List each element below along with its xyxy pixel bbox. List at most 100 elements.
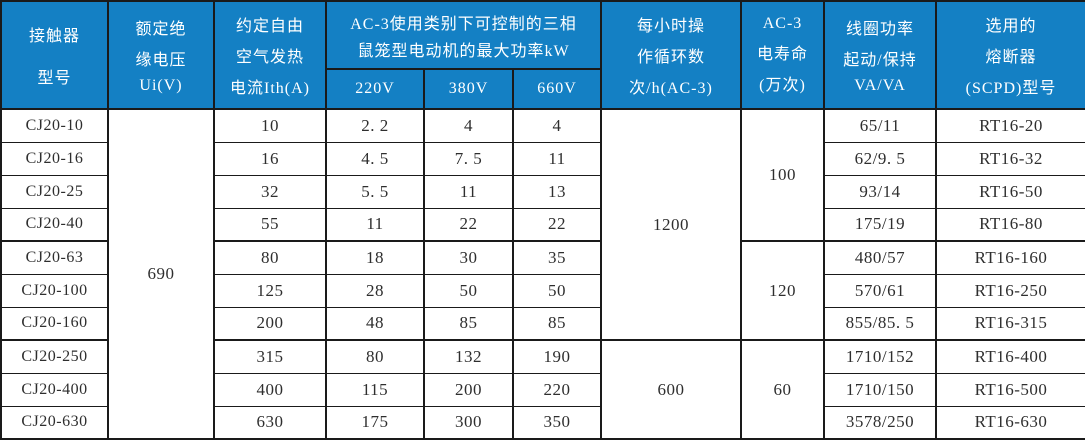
cell-model: CJ20-630 xyxy=(0,405,109,440)
header-insulation-line: 缘电压 xyxy=(135,52,187,69)
header-coil-line: VA/VA xyxy=(854,77,906,94)
cell-kw-220v: 5. 5 xyxy=(325,174,425,209)
table-row-cj20-40: CJ20-40 55 11 22 22 175/19 RT16-80 xyxy=(0,207,1085,242)
cell-model: CJ20-16 xyxy=(0,141,109,176)
header-cycles-line: 每小时操 xyxy=(636,18,705,35)
cell-coil-power: 855/85. 5 xyxy=(823,306,937,341)
cell-fuse-model: RT16-80 xyxy=(935,207,1085,242)
cell-coil-power: 65/11 xyxy=(823,108,937,143)
cell-model: CJ20-250 xyxy=(0,339,109,374)
header-thermal-line: 电流Ith(A) xyxy=(230,80,310,97)
cell-thermal-current: 32 xyxy=(213,174,327,209)
cell-kw-220v: 115 xyxy=(325,372,425,407)
cell-kw-220v: 2. 2 xyxy=(325,108,425,143)
cell-kw-380v: 85 xyxy=(423,306,514,341)
table-row-cj20-250: CJ20-250 315 80 132 190 600 60 1710/152 … xyxy=(0,339,1085,440)
cell-cycles-per-hour: 1200 xyxy=(600,108,742,341)
cell-fuse-model: RT16-250 xyxy=(935,273,1085,308)
header-ac3-power-group: AC-3使用类别下可控制的三相 鼠笼型电动机的最大功率kW xyxy=(325,0,602,70)
cell-fuse-model: RT16-500 xyxy=(935,372,1085,407)
cell-coil-power: 1710/152 xyxy=(823,339,937,374)
cell-coil-power: 175/19 xyxy=(823,207,937,242)
table-row-cj20-630: CJ20-630 630 175 300 350 3578/250 RT16-6… xyxy=(0,405,1085,440)
cell-thermal-current: 125 xyxy=(213,273,327,308)
cell-kw-380v: 4 xyxy=(423,108,514,143)
cell-thermal-current: 200 xyxy=(213,306,327,341)
cell-kw-220v: 48 xyxy=(325,306,425,341)
cell-kw-220v: 80 xyxy=(325,339,425,374)
header-fuse-line: (SCPD)型号 xyxy=(965,80,1057,97)
header-thermal-current: 约定自由 空气发热 电流Ith(A) xyxy=(213,0,327,110)
header-coil-line: 线圈功率 xyxy=(845,21,914,38)
cell-model: CJ20-63 xyxy=(0,240,109,275)
header-voltage-660v: 660V xyxy=(512,68,602,110)
cell-kw-220v: 175 xyxy=(325,405,425,440)
cell-model: CJ20-10 xyxy=(0,108,109,143)
cell-coil-power: 62/9. 5 xyxy=(823,141,937,176)
header-insulation-voltage: 额定绝 缘电压 Ui(V) xyxy=(107,0,215,110)
cell-fuse-model: RT16-20 xyxy=(935,108,1085,143)
cell-thermal-current: 80 xyxy=(213,240,327,275)
cell-coil-power: 570/61 xyxy=(823,273,937,308)
header-cycles-line: 作循环数 xyxy=(636,49,705,66)
cell-kw-660v: 190 xyxy=(512,339,602,374)
header-voltage-380v: 380V xyxy=(423,68,514,110)
cell-fuse-model: RT16-400 xyxy=(935,339,1085,374)
cell-kw-660v: 13 xyxy=(512,174,602,209)
table-row-cj20-16: CJ20-16 16 4. 5 7. 5 11 62/9. 5 RT16-32 xyxy=(0,141,1085,176)
cell-kw-220v: 28 xyxy=(325,273,425,308)
cell-fuse-model: RT16-160 xyxy=(935,240,1085,275)
cell-kw-660v: 50 xyxy=(512,273,602,308)
header-ac3-group-line: AC-3使用类别下可控制的三相 xyxy=(350,15,577,33)
header-fuse-line: 熔断器 xyxy=(985,49,1037,66)
cell-kw-660v: 4 xyxy=(512,108,602,143)
header-cycles-line: 次/h(AC-3) xyxy=(629,80,713,97)
cell-fuse-model: RT16-50 xyxy=(935,174,1085,209)
cell-thermal-current: 400 xyxy=(213,372,327,407)
header-cycles-per-hour: 每小时操 作循环数 次/h(AC-3) xyxy=(600,0,742,110)
cell-model: CJ20-160 xyxy=(0,306,109,341)
cell-kw-220v: 4. 5 xyxy=(325,141,425,176)
cell-thermal-current: 55 xyxy=(213,207,327,242)
cell-kw-660v: 11 xyxy=(512,141,602,176)
cell-electrical-life: 100 xyxy=(740,108,825,242)
table-row-cj20-25: CJ20-25 32 5. 5 11 13 93/14 RT16-50 xyxy=(0,174,1085,209)
header-life-line: AC-3 xyxy=(762,15,803,32)
cell-electrical-life: 60 xyxy=(740,339,825,440)
header-coil-line: 起动/保持 xyxy=(843,52,917,69)
cell-thermal-current: 630 xyxy=(213,405,327,440)
header-voltage-220v: 220V xyxy=(325,68,425,110)
header-thermal-line: 约定自由 xyxy=(235,18,304,35)
cell-kw-660v: 85 xyxy=(512,306,602,341)
cell-fuse-model: RT16-630 xyxy=(935,405,1085,440)
cell-coil-power: 93/14 xyxy=(823,174,937,209)
header-insulation-line: 额定绝 xyxy=(135,21,187,38)
table-row-cj20-160: CJ20-160 200 48 85 85 855/85. 5 RT16-315 xyxy=(0,306,1085,341)
cell-coil-power: 1710/150 xyxy=(823,372,937,407)
table-row-cj20-63: CJ20-63 80 18 30 35 120 480/57 RT16-160 xyxy=(0,240,1085,341)
table-row-cj20-10: CJ20-10 690 10 2. 2 4 4 1200 100 65/11 R… xyxy=(0,108,1085,440)
table-row-cj20-400: CJ20-400 400 115 200 220 1710/150 RT16-5… xyxy=(0,372,1085,407)
cell-fuse-model: RT16-315 xyxy=(935,306,1085,341)
header-model-line: 型号 xyxy=(37,70,72,87)
cell-kw-220v: 11 xyxy=(325,207,425,242)
cell-model: CJ20-100 xyxy=(0,273,109,308)
cell-kw-380v: 22 xyxy=(423,207,514,242)
cell-coil-power: 3578/250 xyxy=(823,405,937,440)
cell-kw-660v: 22 xyxy=(512,207,602,242)
header-fuse-model: 选用的 熔断器 (SCPD)型号 xyxy=(935,0,1085,110)
header-thermal-line: 空气发热 xyxy=(235,49,304,66)
cell-kw-380v: 300 xyxy=(423,405,514,440)
cell-cycles-per-hour: 600 xyxy=(600,339,742,440)
header-model-line: 接触器 xyxy=(28,28,80,45)
header-coil-power: 线圈功率 起动/保持 VA/VA xyxy=(823,0,937,110)
cell-thermal-current: 315 xyxy=(213,339,327,374)
table-row-cj20-100: CJ20-100 125 28 50 50 570/61 RT16-250 xyxy=(0,273,1085,308)
cell-thermal-current: 16 xyxy=(213,141,327,176)
cell-kw-380v: 132 xyxy=(423,339,514,374)
header-electrical-life: AC-3 电寿命 (万次) xyxy=(740,0,825,110)
cell-kw-660v: 220 xyxy=(512,372,602,407)
header-fuse-line: 选用的 xyxy=(985,18,1037,35)
